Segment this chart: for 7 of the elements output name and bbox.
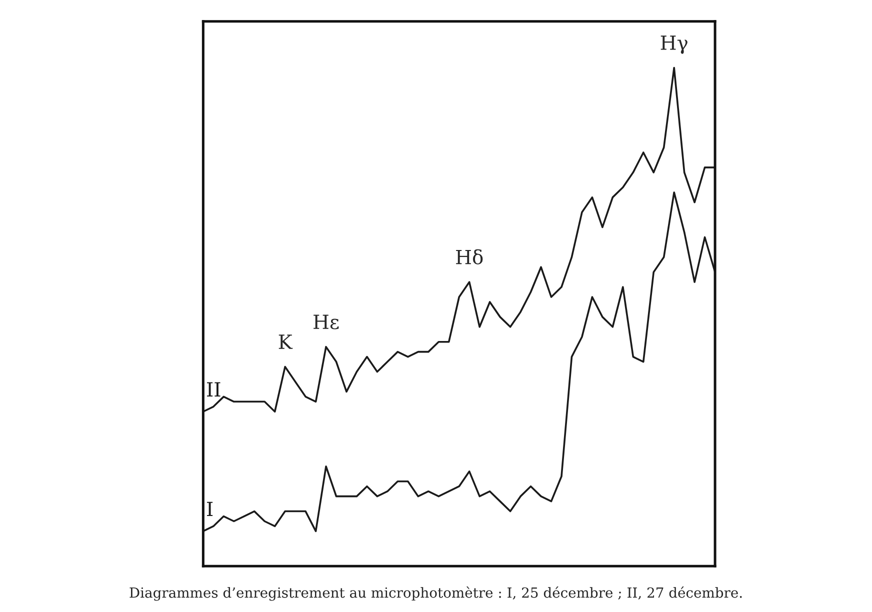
series-label: II <box>207 382 220 396</box>
text: Diagrammes d’enregistrement au microphotomètre : I, 25 décembre ; II, 27 décembre. <box>130 586 742 601</box>
annotation: Hε <box>314 314 339 330</box>
annotation: K <box>278 334 293 349</box>
annotation: Hγ <box>660 36 688 54</box>
annotation: Hδ <box>456 249 483 264</box>
series-label: I <box>207 502 213 516</box>
